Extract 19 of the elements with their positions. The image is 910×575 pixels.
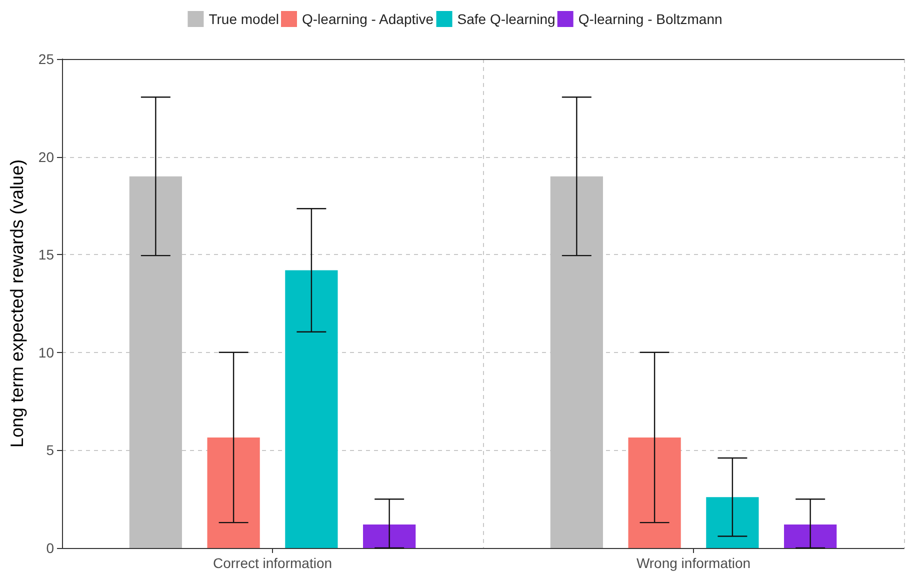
bar [706, 497, 759, 548]
bar [628, 437, 681, 548]
y-tick-label: 25 [38, 51, 54, 67]
legend-label: Q-learning - Boltzmann [578, 11, 722, 27]
bar [784, 524, 837, 548]
y-tick-label: 15 [38, 246, 54, 263]
y-tick-label: 20 [38, 148, 54, 165]
legend-label: True model [208, 11, 280, 27]
x-tick-label: Wrong information [636, 555, 751, 571]
legend-label: Safe Q-learning [457, 11, 556, 27]
bar [363, 524, 416, 548]
legend-label: Q-learning - Adaptive [302, 11, 434, 27]
y-axis-title: Long term expected rewards (value) [7, 159, 27, 448]
bar [207, 437, 260, 548]
y-tick-label: 0 [46, 540, 54, 556]
bar [285, 270, 338, 548]
y-tick-label: 5 [46, 442, 54, 458]
y-tick-label: 10 [38, 344, 54, 360]
x-tick-label: Correct information [212, 555, 332, 571]
